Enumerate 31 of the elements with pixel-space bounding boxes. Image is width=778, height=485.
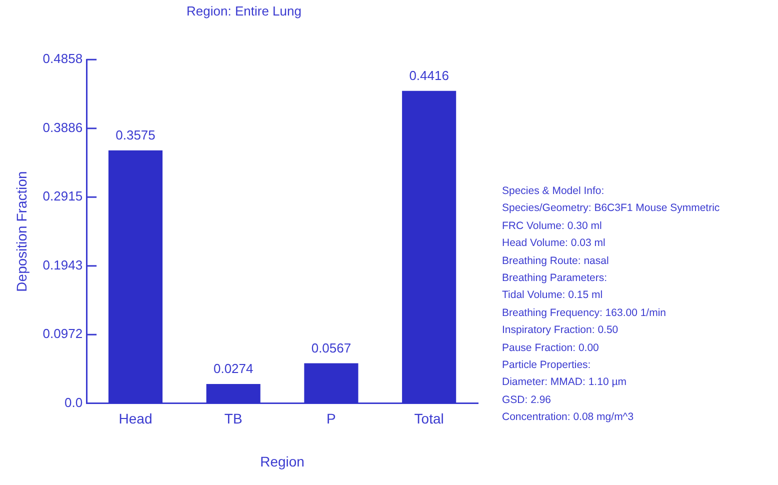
text: Particle Properties:	[502, 358, 592, 374]
text: Breathing Route: nasal	[502, 254, 610, 269]
text: Concentration: 0.08 mg/m^3	[502, 410, 635, 426]
data-label: 0.0567	[311, 340, 352, 356]
x-tick-label: Head	[118, 410, 152, 427]
y-tick-label: 0.2915	[42, 188, 83, 204]
text: Breathing Frequency: 163.00 1/min	[502, 306, 668, 321]
data-label: 0.3575	[116, 127, 156, 142]
text: Pause Fraction: 0.00	[502, 340, 600, 356]
y-tick-label: 0.0972	[42, 326, 83, 342]
y-tick-label: 0.4858	[42, 51, 83, 66]
data-label: 0.4416	[409, 68, 449, 83]
text: Tidal Volume: 0.15 ml	[502, 288, 604, 304]
y-tick-label: 0.1943	[42, 257, 83, 272]
y-tick-label: 0.0	[64, 394, 83, 410]
chart-title: Region: Entire Lung	[186, 3, 302, 18]
y-tick-label: 0.3886	[42, 120, 83, 135]
x-axis-title: Region	[260, 453, 304, 470]
text: Species & Model Info:	[502, 184, 606, 199]
text: Head Volume: 0.03 ml	[502, 236, 606, 252]
text: Inspiratory Fraction: 0.50	[502, 323, 620, 338]
x-tick-label: TB	[224, 410, 242, 427]
text: Breathing Parameters:	[502, 271, 608, 286]
y-axis-title: Deposition Fraction	[13, 171, 30, 292]
data-label: 0.0274	[213, 361, 254, 376]
text: Diameter: MMAD: 1.10 µm	[502, 375, 628, 390]
text: FRC Volume: 0.30 ml	[502, 218, 603, 234]
x-tick-label: Total	[414, 410, 444, 427]
text: Species/Geometry: B6C3F1 Mouse Symmetric	[502, 201, 720, 216]
text: GSD: 2.96	[502, 392, 552, 408]
x-tick-label: P	[326, 410, 336, 427]
